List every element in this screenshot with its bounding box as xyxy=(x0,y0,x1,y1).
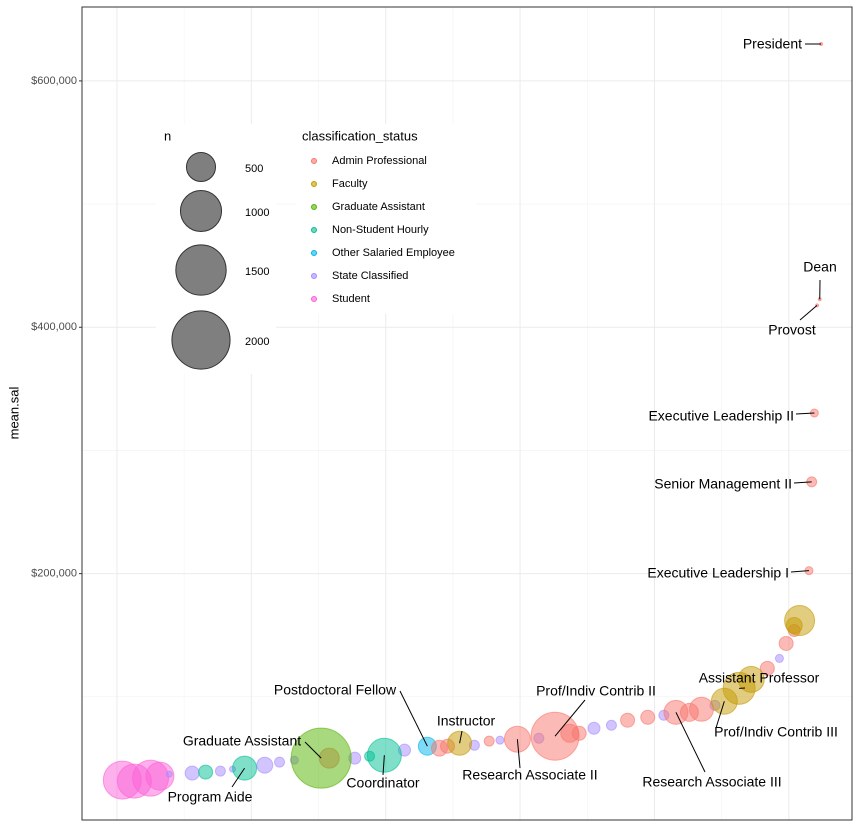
point-label: Research Associate II xyxy=(462,767,597,783)
size-key-label: 1000 xyxy=(245,207,269,219)
point xyxy=(215,766,225,776)
legend-label: Graduate Assistant xyxy=(332,201,425,213)
point-label: Prof/Indiv Contrib II xyxy=(536,683,656,699)
point xyxy=(484,736,494,746)
size-key xyxy=(180,190,221,231)
point-label: Program Aide xyxy=(168,789,253,805)
size-legend-title: n xyxy=(164,128,171,143)
legend-key xyxy=(312,205,317,210)
point-label: Research Associate III xyxy=(642,774,781,790)
point xyxy=(621,713,635,727)
size-key-label: 2000 xyxy=(245,336,269,348)
point xyxy=(779,636,793,650)
size-key xyxy=(186,152,215,181)
point-label: Senior Management II xyxy=(654,476,792,492)
legend-label: State Classified xyxy=(332,270,408,282)
point xyxy=(641,710,655,724)
point-label: President xyxy=(743,36,802,52)
point-label: Dean xyxy=(803,259,836,275)
point xyxy=(572,726,586,740)
point-label: Coordinator xyxy=(346,775,419,791)
point xyxy=(785,606,815,636)
point xyxy=(496,736,504,744)
point-label: Executive Leadership I xyxy=(647,565,789,581)
legend-label: Non-Student Hourly xyxy=(332,224,429,236)
color-legend-title: classification_status xyxy=(302,128,418,143)
legend-label: Faculty xyxy=(332,178,368,190)
legend-bg xyxy=(296,124,476,314)
point-label: Assistant Professor xyxy=(699,670,820,686)
point xyxy=(775,654,783,662)
legend-label: Student xyxy=(332,293,370,305)
y-tick-label: $200,000 xyxy=(31,568,77,580)
legend-key xyxy=(312,182,317,187)
point-label: Graduate Assistant xyxy=(183,733,301,749)
size-key-label: 500 xyxy=(245,163,263,175)
y-axis-label: mean.sal xyxy=(6,387,21,440)
point xyxy=(199,765,213,779)
point xyxy=(588,722,600,734)
size-key xyxy=(176,245,226,295)
legend-key xyxy=(312,297,317,302)
point xyxy=(275,757,285,767)
legend-key xyxy=(312,159,317,164)
legend-label: Other Salaried Employee xyxy=(332,247,455,259)
legend-key xyxy=(312,251,317,256)
legend-label: Admin Professional xyxy=(332,155,427,167)
point-label: Prof/Indiv Contrib III xyxy=(714,724,838,740)
point-label: Provost xyxy=(768,322,816,338)
point xyxy=(185,766,199,780)
point xyxy=(689,697,713,721)
point-label: Executive Leadership II xyxy=(648,408,794,424)
point xyxy=(606,720,616,730)
point xyxy=(166,771,172,777)
point-label: Postdoctoral Fellow xyxy=(274,682,397,698)
size-key-label: 1500 xyxy=(245,266,269,278)
y-tick-label: $600,000 xyxy=(31,75,77,87)
legend-key xyxy=(312,274,317,279)
legend-key xyxy=(312,228,317,233)
point xyxy=(257,757,273,773)
y-tick-label: $400,000 xyxy=(31,321,77,333)
point-label: Instructor xyxy=(437,713,496,729)
point xyxy=(448,731,472,755)
size-key xyxy=(172,311,230,369)
